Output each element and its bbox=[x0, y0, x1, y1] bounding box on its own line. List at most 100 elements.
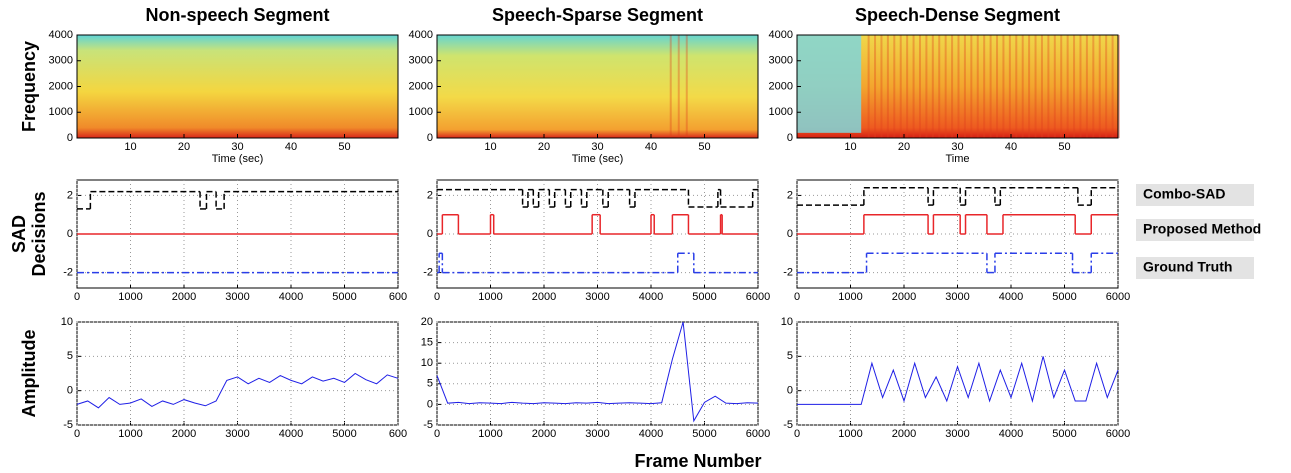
spectrogram-stripe bbox=[899, 35, 902, 138]
spectrogram-stripe bbox=[1008, 35, 1011, 138]
spectrogram-stripe bbox=[886, 35, 889, 138]
y-tick-label: 0 bbox=[787, 385, 793, 397]
y-tick-label: 1000 bbox=[409, 106, 433, 118]
y-tick-label: 2000 bbox=[49, 80, 73, 92]
y-tick-label: 0 bbox=[787, 132, 793, 144]
y-tick-label: -2 bbox=[63, 266, 73, 278]
y-tick-label: 0 bbox=[67, 132, 73, 144]
x-tick-label: 0 bbox=[794, 291, 800, 303]
x-tick-label: 10 bbox=[484, 141, 496, 153]
spectrogram bbox=[437, 35, 758, 138]
spectrogram-quiet bbox=[797, 35, 862, 133]
x-tick-label: 5000 bbox=[692, 291, 716, 303]
y-tick-label: 0 bbox=[427, 228, 433, 240]
x-tick-label: 3000 bbox=[585, 428, 609, 440]
x-tick-label: 3000 bbox=[945, 428, 969, 440]
y-tick-label: -5 bbox=[63, 419, 73, 431]
y-axis-label: SAD bbox=[9, 215, 29, 253]
y-tick-label: 4000 bbox=[49, 29, 73, 41]
x-tick-label: 3000 bbox=[225, 291, 249, 303]
x-tick-label: 30 bbox=[591, 141, 603, 153]
x-tick-label: 6000 bbox=[1106, 291, 1130, 303]
y-tick-label: 3000 bbox=[769, 55, 793, 67]
x-tick-label: 0 bbox=[794, 428, 800, 440]
x-tick-label: 0 bbox=[74, 291, 80, 303]
y-tick-label: 5 bbox=[787, 350, 793, 362]
column-title: Speech-Dense Segment bbox=[855, 5, 1060, 25]
x-tick-label: 40 bbox=[285, 141, 297, 153]
legend-label: Proposed Method bbox=[1143, 221, 1261, 237]
spectrogram-stripe bbox=[1085, 35, 1088, 138]
x-tick-label: 1000 bbox=[118, 291, 142, 303]
spectrogram-stripe bbox=[685, 35, 688, 138]
x-tick-label: 5000 bbox=[332, 291, 356, 303]
spectrogram-stripe bbox=[880, 35, 883, 138]
x-axis-label: Time (sec) bbox=[572, 153, 624, 165]
spectrogram-stripe bbox=[1021, 35, 1024, 138]
spectrogram bbox=[77, 35, 398, 138]
spectrogram-stripe bbox=[925, 35, 928, 138]
x-tick-label: 2000 bbox=[172, 428, 196, 440]
signal-line bbox=[797, 356, 1119, 405]
spectrogram-stripe bbox=[874, 35, 877, 138]
x-tick-label: 4000 bbox=[999, 428, 1023, 440]
x-tick-label: 2000 bbox=[532, 291, 556, 303]
legend-box bbox=[1136, 219, 1254, 241]
x-tick-label: 50 bbox=[698, 141, 710, 153]
y-tick-label: -2 bbox=[783, 266, 793, 278]
y-axis-label: Frequency bbox=[19, 41, 39, 132]
y-tick-label: 2 bbox=[787, 189, 793, 201]
spectrogram-stripe bbox=[906, 35, 909, 138]
spectrogram-stripe bbox=[957, 35, 960, 138]
x-tick-label: 4000 bbox=[999, 291, 1023, 303]
spectrogram-stripe bbox=[912, 35, 915, 138]
x-tick-label: 20 bbox=[178, 141, 190, 153]
x-tick-label: 20 bbox=[538, 141, 550, 153]
y-tick-label: 4000 bbox=[409, 29, 433, 41]
y-tick-label: 1000 bbox=[49, 106, 73, 118]
spectrogram-stripe bbox=[1105, 35, 1108, 138]
y-axis-label: Amplitude bbox=[19, 330, 39, 418]
x-tick-label: 6000 bbox=[1106, 428, 1130, 440]
spectrogram-stripe bbox=[918, 35, 921, 138]
spectrogram-stripe bbox=[1040, 35, 1043, 138]
x-tick-label: 2000 bbox=[892, 291, 916, 303]
x-tick-label: 5000 bbox=[1052, 291, 1076, 303]
y-axis-label: Decisions bbox=[29, 191, 49, 276]
spectrogram-stripe bbox=[1111, 35, 1114, 138]
spectrogram-stripe bbox=[669, 35, 672, 138]
spectrogram-stripe bbox=[1053, 35, 1056, 138]
spectrogram-stripe bbox=[989, 35, 992, 138]
spectrogram-stripe bbox=[963, 35, 966, 138]
plot-frame bbox=[796, 321, 1119, 426]
y-tick-label: 20 bbox=[421, 316, 433, 328]
spectrogram-stripe bbox=[1079, 35, 1082, 138]
y-tick-label: -5 bbox=[423, 419, 433, 431]
signal-line bbox=[76, 372, 399, 409]
x-tick-label: 3000 bbox=[945, 291, 969, 303]
y-tick-label: 10 bbox=[421, 357, 433, 369]
x-tick-label: 5000 bbox=[332, 428, 356, 440]
x-tick-label: 4000 bbox=[639, 428, 663, 440]
x-tick-label: 30 bbox=[231, 141, 243, 153]
spectrogram-stripe bbox=[951, 35, 954, 138]
x-tick-label: 20 bbox=[898, 141, 910, 153]
spectrogram-stripe bbox=[867, 35, 870, 138]
x-tick-label: 6000 bbox=[746, 428, 770, 440]
spectrogram-stripe bbox=[1066, 35, 1069, 138]
x-tick-label: 1000 bbox=[838, 428, 862, 440]
y-tick-label: 2 bbox=[427, 189, 433, 201]
y-tick-label: 3000 bbox=[409, 55, 433, 67]
spectrogram-stripe bbox=[931, 35, 934, 138]
x-tick-label: 1000 bbox=[478, 428, 502, 440]
x-tick-label: 4000 bbox=[639, 291, 663, 303]
spectrogram-stripe bbox=[1060, 35, 1063, 138]
spectrogram-stripe bbox=[1118, 35, 1120, 138]
spectrogram-stripe bbox=[1073, 35, 1076, 138]
spectrogram-stripe bbox=[1092, 35, 1095, 138]
x-axis-label: Time bbox=[945, 153, 969, 165]
y-tick-label: 0 bbox=[427, 398, 433, 410]
y-tick-label: 10 bbox=[781, 316, 793, 328]
x-tick-label: 4000 bbox=[279, 291, 303, 303]
x-axis-label: Time (sec) bbox=[212, 153, 264, 165]
